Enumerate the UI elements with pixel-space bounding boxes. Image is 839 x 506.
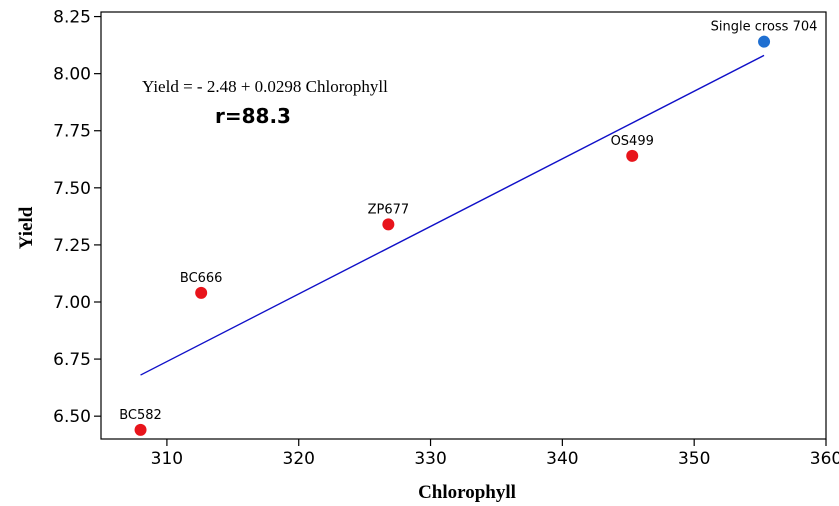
x-tick-label: 320 <box>283 449 315 469</box>
data-point <box>382 218 395 231</box>
y-axis-title: Yield <box>16 206 37 249</box>
y-tick-label: 8.00 <box>53 65 91 85</box>
x-tick-label: 360 <box>810 449 839 469</box>
r-value-text: r=88.3 <box>215 104 291 128</box>
data-point <box>758 35 771 48</box>
data-point <box>195 286 208 299</box>
data-point-label: BC666 <box>180 271 223 286</box>
data-point-label: OS499 <box>611 134 654 149</box>
x-axis-title: Chlorophyll <box>418 482 516 503</box>
y-tick-label: 7.00 <box>53 293 91 313</box>
y-tick-label: 8.25 <box>53 8 91 28</box>
y-tick-label: 7.25 <box>53 236 91 256</box>
data-point-label: Single cross 704 <box>711 20 818 35</box>
y-axis: 6.50 6.75 7.00 7.25 7.50 7.75 8.00 8.25 <box>53 8 101 427</box>
y-tick-label: 7.50 <box>53 179 91 199</box>
regression-line <box>140 54 765 376</box>
x-tick-label: 340 <box>546 449 578 469</box>
data-point-label: BC582 <box>119 408 162 423</box>
x-tick-label: 330 <box>414 449 446 469</box>
x-tick-label: 350 <box>678 449 710 469</box>
data-point <box>134 423 147 436</box>
y-tick-label: 6.50 <box>53 407 91 427</box>
plot-frame <box>100 11 827 440</box>
y-tick-label: 7.75 <box>53 122 91 142</box>
y-tick-label: 6.75 <box>53 350 91 370</box>
equation-text: Yield = - 2.48 + 0.0298 Chlorophyll <box>142 77 388 96</box>
data-points: BC582 BC666 ZP677 OS499 Single cross 704 <box>119 20 817 436</box>
data-point-label: ZP677 <box>368 202 410 217</box>
x-axis: 310 320 330 340 350 360 <box>151 439 839 469</box>
data-point <box>626 149 639 162</box>
x-tick-label: 310 <box>151 449 183 469</box>
